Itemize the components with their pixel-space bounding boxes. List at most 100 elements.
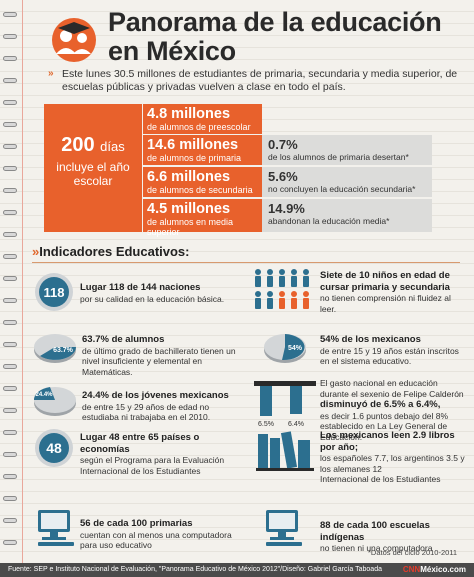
bar-left-label: 6.5% xyxy=(258,421,274,428)
indigenous-bold: 88 de cada 100 escuelas indígenas xyxy=(320,520,430,543)
stat-label: de alumnos de preescolar xyxy=(147,122,251,132)
books-tail: Internacional de los Estudiantes xyxy=(320,474,441,484)
indigenous-text: no tienen ni una computadora xyxy=(320,543,433,553)
dropout-secundaria: 5.6% no concluyen la educación secundari… xyxy=(262,167,432,197)
reading-item: Siete de 10 niños en edad de cursar prim… xyxy=(320,270,466,314)
stat-value: 6.6 millones xyxy=(147,169,231,185)
stat-value: 4.8 millones xyxy=(147,106,231,122)
intro-text: Este lunes 30.5 millones de estudiantes … xyxy=(62,68,458,93)
math-pie-icon: 63.7% xyxy=(34,334,76,363)
spiral-ring xyxy=(3,474,17,479)
ninis-pie-icon: 24.4% xyxy=(33,387,76,416)
days-number: 200 xyxy=(61,134,95,156)
ninis-bold: 24.4% de los jóvenes mexicanos xyxy=(82,390,229,401)
pisa-item: Lugar 48 entre 65 países o economías seg… xyxy=(80,432,245,476)
students-icon xyxy=(52,18,96,62)
rank-badge-icon: 118 xyxy=(35,273,73,311)
section-divider xyxy=(32,262,460,263)
dropout-value: 14.9% xyxy=(268,201,305,216)
computers-bold: 56 de cada 100 primarias xyxy=(80,518,193,529)
spiral-ring xyxy=(3,386,17,391)
indigenous-item: 88 de cada 100 escuelas indígenas no tie… xyxy=(320,520,466,554)
page-title: Panorama de la educación en México xyxy=(108,7,442,66)
spending-item: El gasto nacional en educación durante e… xyxy=(320,378,466,442)
stat-value: 4.5 millones xyxy=(147,201,231,217)
stat-secundaria: 6.6 millones de alumnos de secundaria xyxy=(142,167,262,197)
spiral-ring xyxy=(3,408,17,413)
reading-text: no tienen comprensión ni fluidez al leer… xyxy=(320,293,451,314)
spiral-ring xyxy=(3,298,17,303)
title-line-1: Panorama de la educación xyxy=(108,7,442,37)
notebook-spiral xyxy=(3,0,19,577)
days-text: incluye el año escolar xyxy=(56,160,130,188)
rank-badge-number: 118 xyxy=(44,285,65,300)
spiral-ring xyxy=(3,430,17,435)
spiral-ring xyxy=(3,188,17,193)
spiral-ring xyxy=(3,496,17,501)
section-title-text: Indicadores Educativos: xyxy=(39,244,190,259)
books-text: los españoles 7.7, los argentinos 3.5 y … xyxy=(320,453,465,474)
ninis-pie-label: 24.4% xyxy=(35,392,53,398)
enrolled-bold: 54% de los mexicanos xyxy=(320,334,421,345)
spiral-ring xyxy=(3,364,17,369)
spiral-ring xyxy=(3,276,17,281)
ninis-text: de entre 15 y 29 años de edad no estudia… xyxy=(82,401,211,423)
pisa-badge-icon: 48 xyxy=(35,429,73,467)
pisa-bold: Lugar 48 entre 65 países o economías xyxy=(80,432,200,455)
bar-right-label: 6.4% xyxy=(288,421,304,428)
stat-value: 14.6 millones xyxy=(147,137,239,153)
enrolled-item: 54% de los mexicanos de entre 15 y 19 añ… xyxy=(320,334,466,367)
computer-icon xyxy=(266,510,302,546)
data-note: *Datos del ciclo 2010-2011 xyxy=(368,548,458,557)
rank-bold: Lugar 118 de 144 naciones xyxy=(80,282,201,293)
spiral-ring xyxy=(3,144,17,149)
dropout-label: de los alumnos de primaria desertan* xyxy=(268,152,409,162)
spending-text-1: El gasto nacional en educación durante e… xyxy=(320,378,464,399)
spiral-ring xyxy=(3,232,17,237)
pisa-text: según el Programa para la Evaluación Int… xyxy=(80,455,225,476)
spiral-ring xyxy=(3,56,17,61)
spiral-ring xyxy=(3,210,17,215)
books-bold: Los mexicanos leen 2.9 libros por año; xyxy=(320,430,455,453)
spending-bold: disminuyó de 6.5% a 6.4%, xyxy=(320,399,441,410)
spiral-ring xyxy=(3,100,17,105)
stat-preescolar: 4.8 millones de alumnos de preescolar xyxy=(142,104,262,134)
rank-item: Lugar 118 de 144 naciones por su calidad… xyxy=(80,282,240,304)
stat-label: de alumnos en media superior xyxy=(147,217,234,237)
math-pie-label: 63.7% xyxy=(53,347,74,354)
footer-source: Fuente: SEP e Instituto Nacional de Eval… xyxy=(8,566,382,573)
math-item: 63.7% de alumnos de último grado de bach… xyxy=(82,334,242,377)
cnn-logo-rest: México.com xyxy=(420,565,466,574)
spiral-ring xyxy=(3,166,17,171)
dropout-label: no concluyen la educación secundaria* xyxy=(268,184,416,194)
spiral-ring xyxy=(3,452,17,457)
dropout-value: 5.6% xyxy=(268,169,298,184)
stat-primaria: 14.6 millones de alumnos de primaria xyxy=(142,135,262,165)
math-text: de último grado de bachillerato tienen u… xyxy=(82,345,236,377)
cnn-logo: CNNMéxico.com xyxy=(403,563,466,577)
ninis-item: 24.4% de los jóvenes mexicanos de entre … xyxy=(82,390,242,423)
reading-bold: Siete de 10 niños en edad de cursar prim… xyxy=(320,270,450,293)
days-box: 200 días incluye el año escolar xyxy=(44,104,142,232)
spiral-ring xyxy=(3,122,17,127)
dropout-label: abandonan la educación media* xyxy=(268,216,390,226)
section-chevron-icon: » xyxy=(32,244,40,259)
spending-text-2: es decir 1.6 puntos debajo del 8% establ… xyxy=(320,410,449,442)
intro-chevron-icon: » xyxy=(48,68,54,79)
pisa-badge-number: 48 xyxy=(46,440,62,456)
dropout-value: 0.7% xyxy=(268,137,298,152)
spiral-ring xyxy=(3,518,17,523)
stat-media-superior: 4.5 millones de alumnos en media superio… xyxy=(142,199,262,237)
stat-label: de alumnos de primaria xyxy=(147,153,242,163)
enrolled-pie-label: 54% xyxy=(288,345,303,352)
spiral-ring xyxy=(3,12,17,17)
enrolled-pie-icon: 54% xyxy=(264,334,306,363)
dropout-primaria: 0.7% de los alumnos de primaria desertan… xyxy=(262,135,432,165)
cnn-logo-red: CNN xyxy=(402,565,421,574)
books-icon xyxy=(256,431,314,471)
spiral-ring xyxy=(3,34,17,39)
section-title: »Indicadores Educativos: xyxy=(32,244,190,259)
computer-icon xyxy=(38,510,74,546)
days-number-row: 200 días xyxy=(44,134,142,157)
